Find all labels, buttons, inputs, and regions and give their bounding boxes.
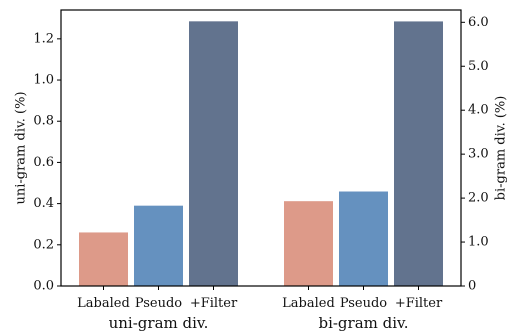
- x-tick-label: +Filter: [190, 296, 238, 311]
- bars-layer: [79, 21, 443, 286]
- left-tick-label: 0.2: [33, 237, 54, 252]
- left-tick-label: 1.0: [33, 73, 54, 88]
- bar-0-2: [189, 21, 238, 286]
- bar-1-1: [339, 191, 388, 286]
- x-tick-label: Pseudo: [135, 296, 182, 311]
- x-axis-ticks: Labaled Pseudo +Filter uni-gram div. Labaled…: [77, 286, 443, 331]
- right-tick-label: 4.0: [468, 103, 489, 118]
- group-label: bi-gram div.: [318, 314, 408, 331]
- x-tick-label: Labaled: [282, 296, 335, 311]
- right-tick-label: 2.0: [468, 191, 489, 206]
- left-tick-label: 0.8: [33, 114, 54, 129]
- left-axis-ticks: 0.0 0.2 0.4 0.6 0.8 1.0 1.2: [33, 31, 61, 294]
- left-axis-label: uni-gram div. (%): [14, 91, 29, 204]
- left-tick-label: 0.0: [33, 279, 54, 294]
- left-tick-label: 0.4: [33, 196, 54, 211]
- right-tick-label: 6.0: [468, 15, 489, 30]
- x-tick-label: Labaled: [77, 296, 130, 311]
- x-tick-label: +Filter: [395, 296, 443, 311]
- x-tick-label: Pseudo: [340, 296, 387, 311]
- bar-0-0: [79, 232, 128, 286]
- right-tick-label: 5.0: [468, 59, 489, 74]
- plot-frame: [60, 9, 462, 287]
- bar-1-0: [284, 201, 333, 286]
- right-axis-label: bi-gram div. (%): [494, 96, 509, 201]
- right-tick-label: 3.0: [468, 147, 489, 162]
- right-tick-label: 1.0: [468, 235, 489, 250]
- group-label: uni-gram div.: [109, 314, 209, 331]
- right-tick-label: 0: [468, 279, 476, 294]
- bar-0-1: [134, 205, 183, 286]
- right-axis-ticks: 0 1.0 2.0 3.0 4.0 5.0 6.0: [461, 15, 489, 294]
- left-tick-label: 1.2: [33, 31, 54, 46]
- bar-1-2: [394, 21, 443, 286]
- left-tick-label: 0.6: [33, 155, 54, 170]
